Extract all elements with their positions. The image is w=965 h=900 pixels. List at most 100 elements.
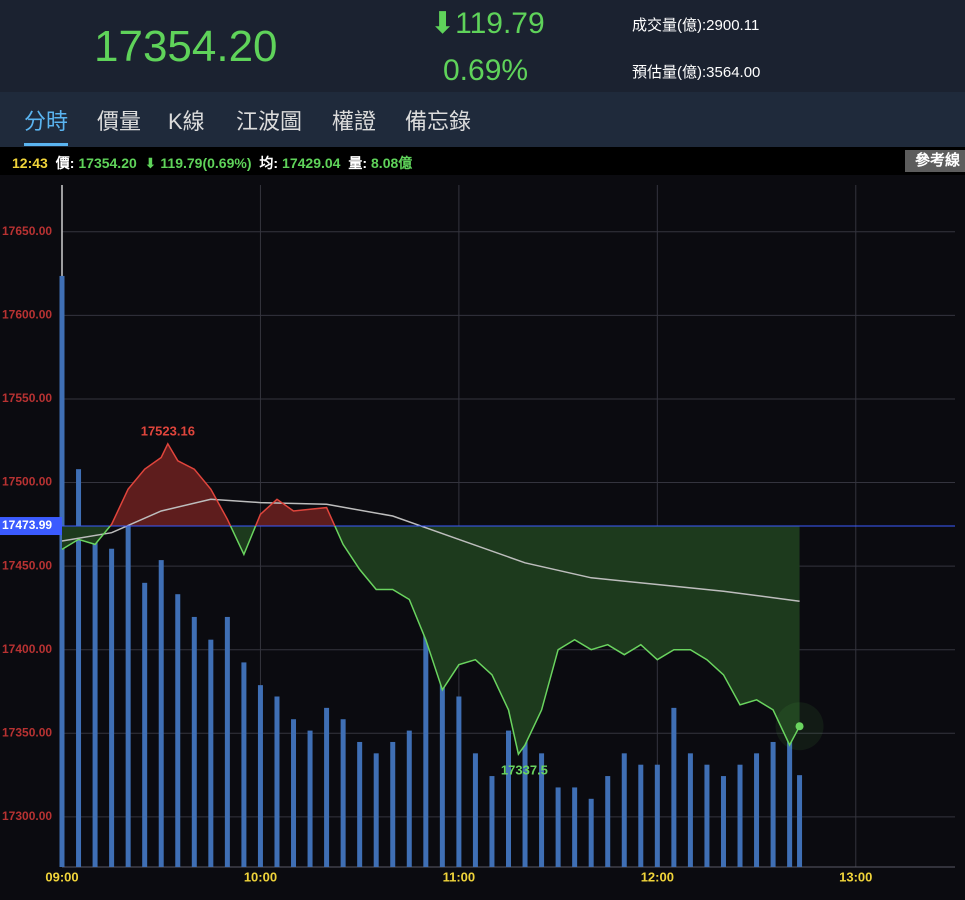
volume-bar <box>687 753 693 867</box>
average-line <box>61 498 800 602</box>
volume-bar <box>357 741 363 867</box>
info-price-label: 價: <box>55 155 75 171</box>
y-tick-label: 17600.00 <box>2 308 52 322</box>
volume-bar <box>621 753 627 867</box>
volume-bar <box>59 275 65 867</box>
tab[interactable]: 價量 <box>97 109 142 134</box>
volume-bar <box>406 730 412 867</box>
change-value: 119.79 <box>455 7 545 40</box>
volume-bar <box>737 764 743 867</box>
info-avg: 17429.04 <box>282 155 341 171</box>
volume-bar <box>390 741 396 867</box>
estimate-label: 預估量(億): <box>632 64 707 81</box>
volume-bar <box>572 787 578 867</box>
y-tick-label: 17400.00 <box>2 642 52 656</box>
volume-bar <box>522 662 528 867</box>
volume-bar <box>340 719 346 867</box>
high-label: 17523.16 <box>141 423 195 438</box>
volume-bar <box>605 776 611 867</box>
volume-bar <box>787 696 793 867</box>
volume: 成交量(億):2900.11 <box>632 14 759 35</box>
last-price: 17354.20 <box>94 22 278 71</box>
volume-bar <box>506 730 511 867</box>
volume-bar <box>158 560 164 867</box>
x-tick-label: 13:00 <box>839 869 872 884</box>
reference-label-box <box>0 517 62 536</box>
info-bar: 12:43 價: 17354.20 ⬇ 119.79(0.69%) 均: 17429.… <box>0 147 965 175</box>
reference-button[interactable]: 參考線 <box>905 150 965 172</box>
volume-bar <box>224 616 230 867</box>
y-tick-label: 17450.00 <box>2 558 52 572</box>
volume-bar <box>307 730 313 867</box>
volume-bar <box>588 798 594 867</box>
volume-bar <box>175 594 181 867</box>
volume-bar <box>324 707 330 867</box>
volume-bar <box>208 639 214 867</box>
volume-label: 成交量(億): <box>632 17 707 34</box>
last-point <box>795 722 804 731</box>
volume-bar <box>489 776 495 867</box>
volume-bar <box>373 753 379 867</box>
volume-bar <box>291 719 297 867</box>
tab[interactable]: 備忘錄 <box>405 109 472 134</box>
price-area-up <box>110 443 335 527</box>
tab[interactable]: 權證 <box>332 109 377 134</box>
info-change: 119.79(0.69%) <box>160 155 252 171</box>
low-label: 17337.5 <box>501 763 548 778</box>
info-volume: 8.08億 <box>371 155 413 171</box>
volume-bar <box>274 696 280 867</box>
volume-bar <box>109 548 115 867</box>
volume-bar <box>797 775 803 867</box>
y-tick-label: 17550.00 <box>2 391 52 405</box>
volume-bar <box>125 526 131 867</box>
volume-bar <box>92 526 98 867</box>
volume-bar <box>76 469 82 867</box>
volume-bar <box>423 582 429 867</box>
y-tick-label: 17350.00 <box>2 725 52 739</box>
info-avg-label: 均: <box>259 155 279 171</box>
info-arrow: ⬇ <box>144 155 157 171</box>
volume-bar <box>654 764 660 867</box>
x-tick-label: 11:00 <box>443 869 476 884</box>
x-tick-label: 10:00 <box>244 869 277 884</box>
down-arrow: ⬇ <box>430 7 456 40</box>
volume-bar <box>638 764 644 867</box>
volume-bar <box>142 582 148 867</box>
y-tick-label: 17650.00 <box>2 224 52 238</box>
volume-bar <box>257 685 263 867</box>
change-pct: 0.69% <box>443 54 529 87</box>
price-line-up <box>109 442 336 527</box>
y-tick-label: 17500.00 <box>2 475 52 489</box>
volume-bar <box>770 741 776 867</box>
volume-bar <box>191 616 197 867</box>
price-line-down <box>61 526 801 756</box>
estimate: 預估量(億):3564.00 <box>632 61 760 82</box>
chart: 09:00 10:00 11:00 12:00 13:00 17300.00 17350.0… <box>0 185 955 884</box>
tab[interactable]: 分時 <box>24 104 69 146</box>
price-area-down <box>62 526 800 755</box>
volume-bar <box>704 764 710 867</box>
info-price: 17354.20 <box>78 155 137 171</box>
volume-bar <box>754 753 760 867</box>
volume-bar <box>241 662 247 867</box>
info-time: 12:43 <box>12 155 48 171</box>
info-volume-label: 量: <box>348 155 368 171</box>
info-line: 12:43 價: 17354.20 ⬇ 119.79(0.69%) 均: 17429.… <box>12 153 416 173</box>
volume-bar <box>539 753 545 867</box>
tab[interactable]: 江波圖 <box>236 109 303 134</box>
volume-bar <box>671 707 677 867</box>
volume-bar <box>555 787 561 867</box>
tab[interactable]: K線 <box>168 109 205 134</box>
tab-bar: 分時 價量 K線 江波圖 權證 備忘錄 <box>0 92 965 147</box>
volume-value: 2900.11 <box>706 17 760 34</box>
volume-bar <box>456 696 462 867</box>
volume-bar <box>439 616 445 867</box>
quote-header: 17354.20 ⬇119.79 0.69% 成交量(億):2900.11 預估… <box>0 0 965 92</box>
estimate-value: 3564.00 <box>706 64 761 81</box>
y-tick-label: 17300.00 <box>2 809 52 823</box>
reference-label: 17473.99 <box>2 518 52 532</box>
change: ⬇119.79 <box>430 6 545 41</box>
volume-bar <box>720 776 726 867</box>
x-tick-label: 09:00 <box>45 869 78 884</box>
